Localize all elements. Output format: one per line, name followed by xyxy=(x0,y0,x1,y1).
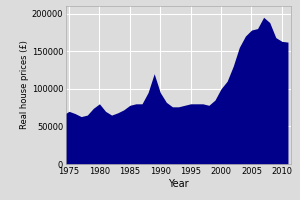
Y-axis label: Real house prices (£): Real house prices (£) xyxy=(20,41,29,129)
X-axis label: Year: Year xyxy=(168,179,189,189)
